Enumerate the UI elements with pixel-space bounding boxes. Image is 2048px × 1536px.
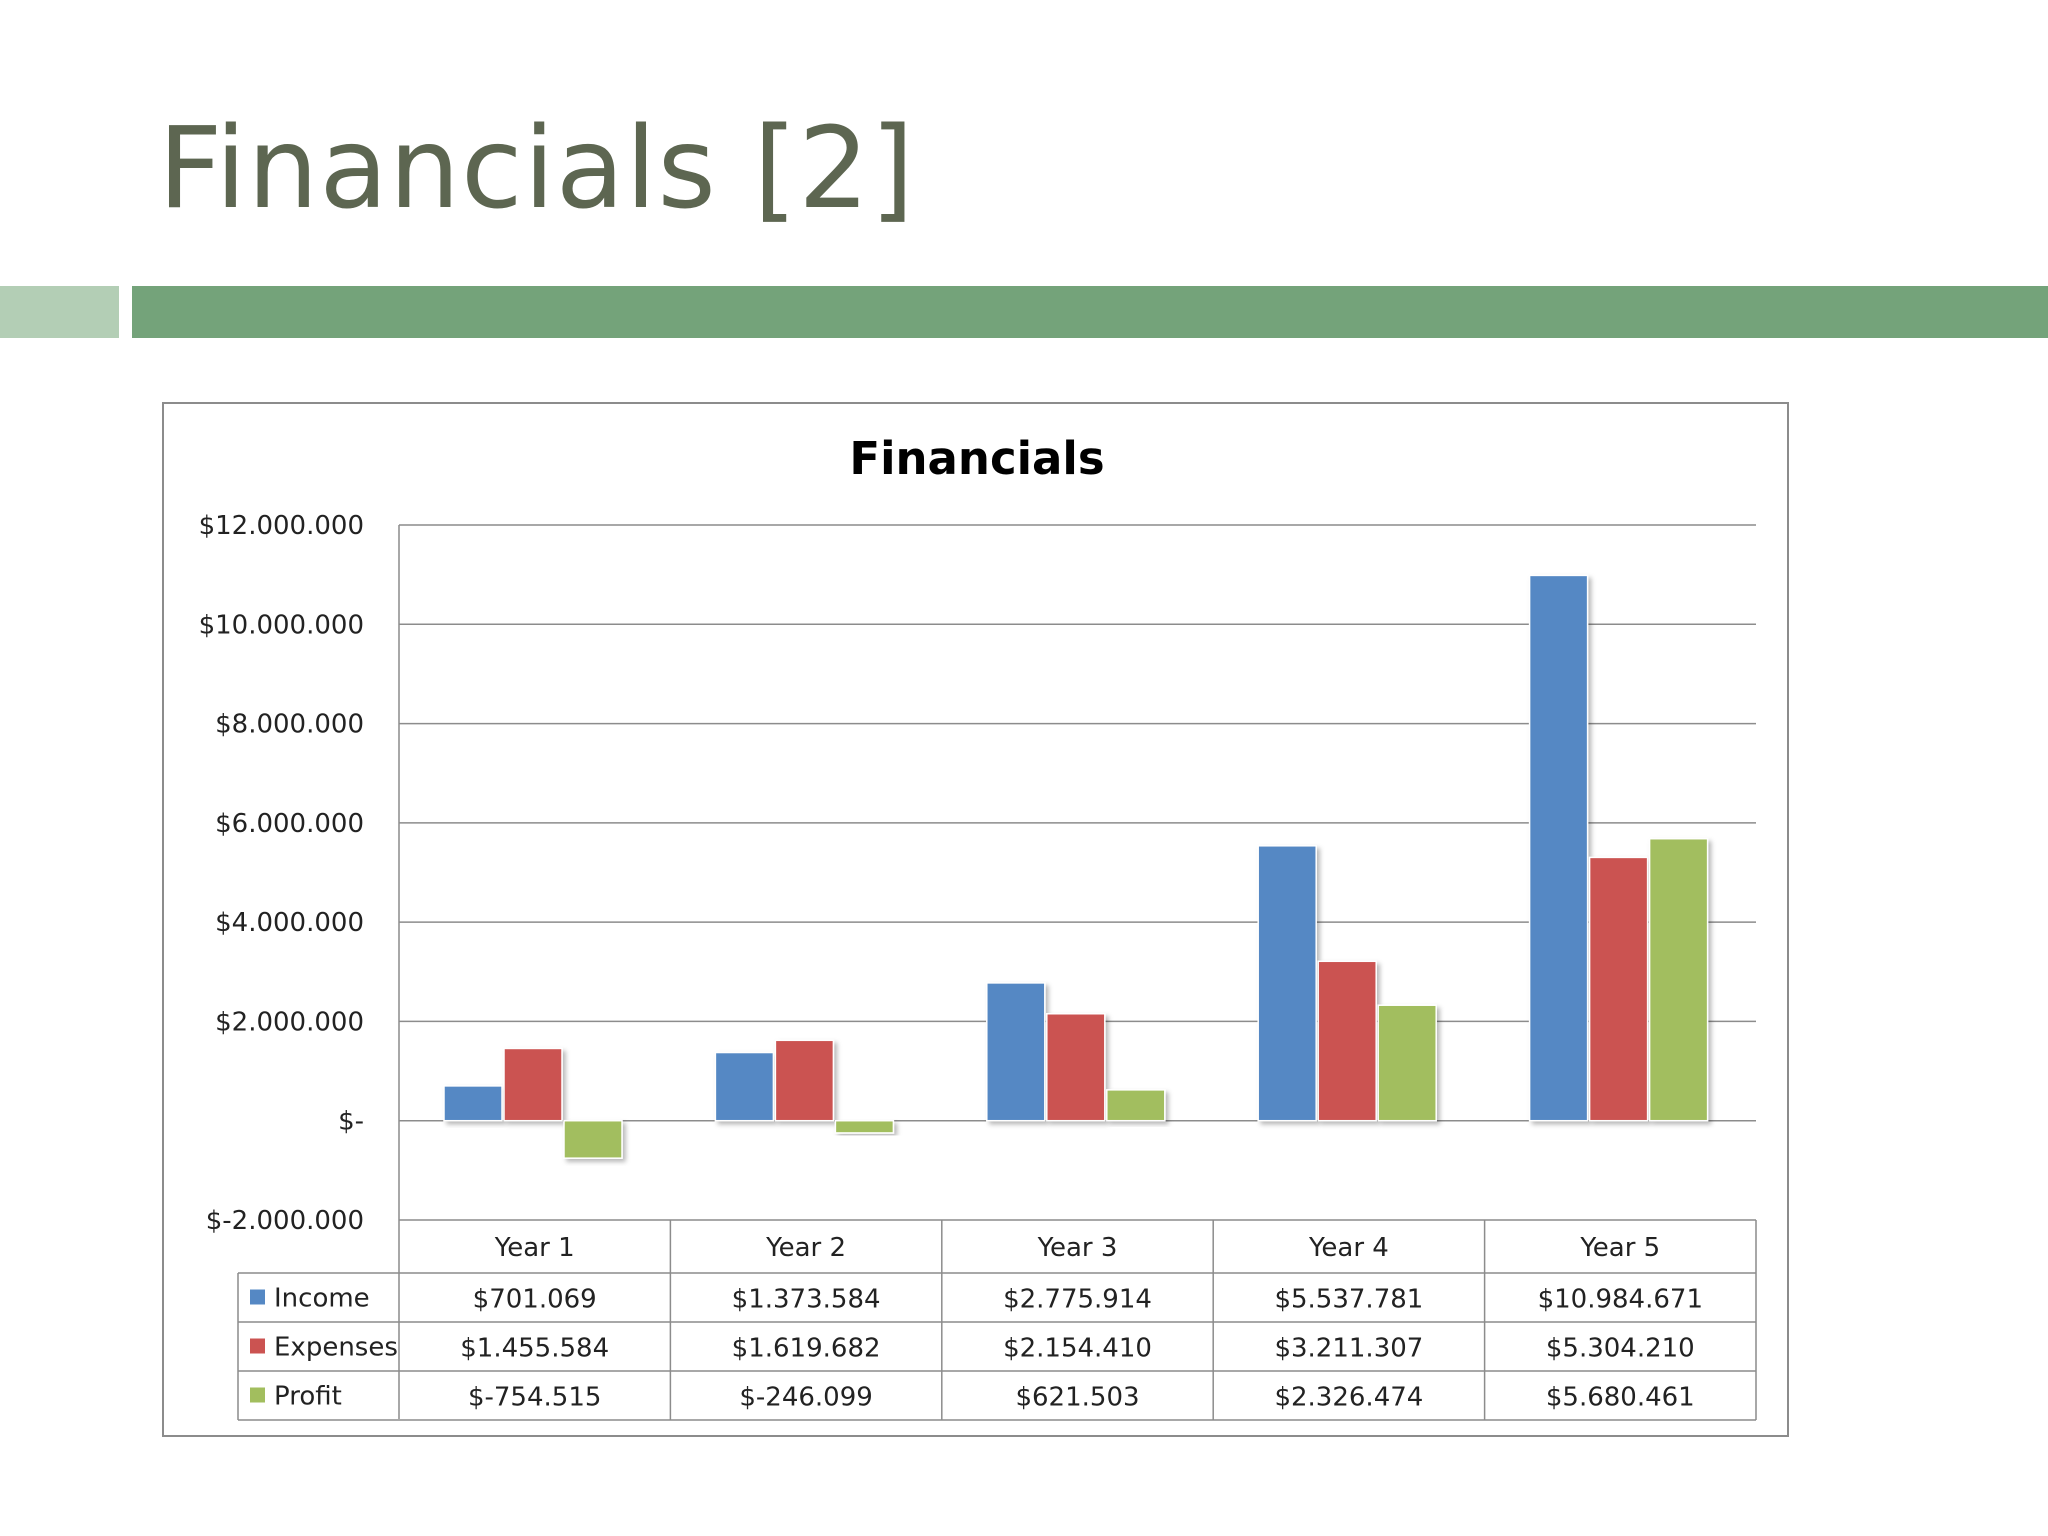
legend-label: Profit (274, 1382, 342, 1412)
bar-expenses (1317, 960, 1377, 1122)
legend-key-profit (250, 1387, 265, 1403)
y-tick-label: $6.000.000 (215, 809, 364, 839)
bar-profit (1648, 837, 1709, 1122)
bar-income (714, 1051, 775, 1122)
bar-expenses (1046, 1013, 1106, 1122)
data-label: $1.373.584 (732, 1285, 881, 1315)
data-table: Year 1 Year 2 Year 3 Year 4 Year 5 Income $701… (237, 1219, 1757, 1421)
category-label: Year 4 (1308, 1233, 1389, 1263)
y-tick-label: $2.000.000 (215, 1007, 364, 1037)
bars (443, 574, 1709, 1159)
accent-bar-dark (132, 286, 2048, 338)
bar-income (443, 1085, 503, 1122)
bar-expenses (503, 1047, 563, 1122)
bar-profit (563, 1119, 623, 1159)
bar-income (1257, 845, 1317, 1122)
y-tick-label: $4.000.000 (215, 908, 364, 938)
data-label: $2.775.914 (1003, 1285, 1152, 1315)
data-label: $701.069 (473, 1285, 597, 1315)
bar-expenses (1588, 856, 1649, 1122)
bar-expenses (774, 1039, 835, 1122)
data-label: $2.326.474 (1274, 1383, 1423, 1413)
bar-profit (834, 1119, 895, 1134)
data-label: $1.455.584 (460, 1334, 609, 1364)
data-label: $10.984.671 (1538, 1285, 1703, 1315)
data-label: $1.619.682 (732, 1334, 881, 1364)
legend-label: Expenses (274, 1333, 398, 1363)
accent-bar-light (0, 286, 119, 338)
legend-key-expenses (250, 1338, 265, 1354)
bar-income (1528, 574, 1589, 1122)
data-label: $3.211.307 (1274, 1334, 1423, 1364)
category-label: Year 1 (494, 1233, 575, 1263)
bar-profit (1377, 1004, 1437, 1122)
bar-income (986, 982, 1046, 1122)
y-tick-label: $-2.000.000 (206, 1206, 364, 1236)
data-label: $5.680.461 (1546, 1383, 1695, 1413)
y-tick-label: $10.000.000 (199, 610, 364, 640)
category-label: Year 5 (1579, 1233, 1660, 1263)
chart-border (162, 402, 1789, 1437)
y-tick-label: $- (338, 1107, 364, 1137)
chart-title: Financials (849, 432, 1104, 485)
data-label: $5.304.210 (1546, 1334, 1695, 1364)
y-tick-label: $8.000.000 (215, 710, 364, 740)
bar-profit (1106, 1089, 1166, 1122)
data-label: $-754.515 (468, 1383, 601, 1413)
data-label: $621.503 (1015, 1383, 1139, 1413)
y-axis-ticks: $12.000.000 $10.000.000 $8.000.000 $6.000.0… (199, 511, 364, 1236)
category-label: Year 2 (765, 1233, 846, 1263)
data-label: $2.154.410 (1003, 1334, 1152, 1364)
data-label: $5.537.781 (1274, 1285, 1423, 1315)
legend-label: Income (274, 1284, 370, 1314)
category-label: Year 3 (1037, 1233, 1118, 1263)
data-label: $-246.099 (739, 1383, 872, 1413)
legend-key-income (250, 1289, 265, 1305)
y-tick-label: $12.000.000 (199, 511, 364, 541)
slide-title: Financials [2] (158, 104, 916, 234)
